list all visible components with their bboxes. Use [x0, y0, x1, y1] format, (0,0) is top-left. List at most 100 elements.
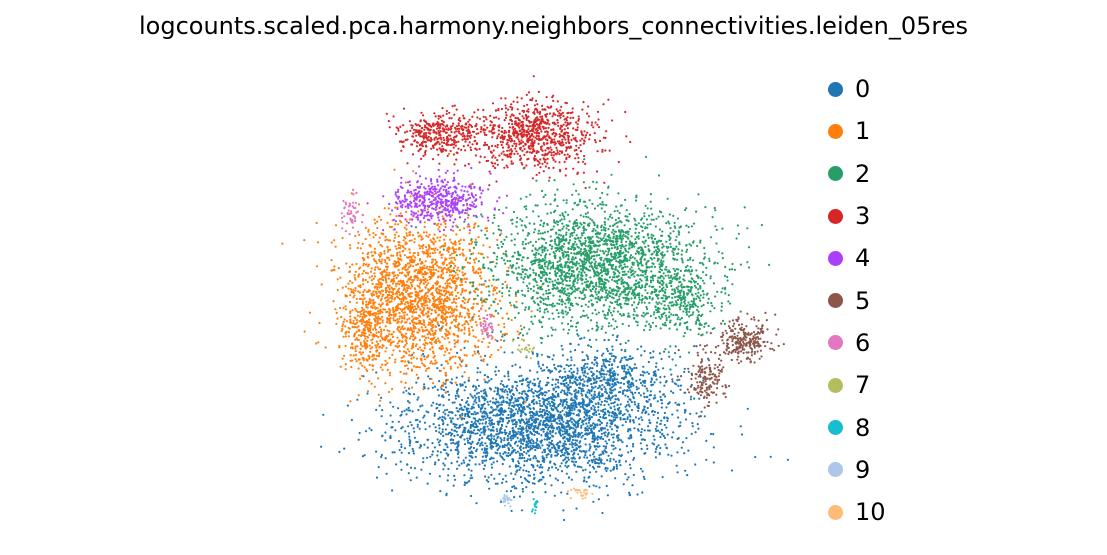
scatter-point	[588, 414, 591, 417]
scatter-point	[532, 400, 535, 403]
scatter-point	[490, 457, 493, 460]
scatter-point	[544, 482, 547, 485]
scatter-point	[635, 388, 639, 391]
scatter-point	[649, 390, 653, 393]
scatter-point	[472, 267, 475, 270]
scatter-point	[414, 344, 417, 348]
scatter-point	[552, 443, 555, 446]
scatter-point	[471, 329, 475, 332]
scatter-point	[614, 382, 617, 385]
scatter-point	[422, 282, 426, 285]
scatter-point	[610, 352, 613, 355]
scatter-point	[353, 294, 356, 297]
scatter-point	[529, 416, 532, 419]
scatter-point	[417, 348, 420, 351]
scatter-point	[397, 268, 400, 272]
scatter-point	[532, 407, 535, 410]
scatter-point	[600, 375, 603, 378]
scatter-point	[584, 394, 588, 397]
scatter-point	[569, 406, 572, 409]
scatter-point	[451, 315, 454, 318]
scatter-point	[539, 463, 542, 466]
scatter-point	[578, 446, 581, 449]
scatter-point	[475, 396, 478, 399]
scatter-point	[447, 297, 450, 300]
scatter-point	[512, 477, 515, 481]
scatter-point	[627, 476, 630, 479]
scatter-point	[653, 438, 656, 441]
scatter-point	[448, 293, 451, 297]
scatter-point	[423, 339, 426, 342]
scatter-point	[683, 452, 686, 455]
scatter-point	[399, 293, 402, 296]
scatter-point	[480, 431, 483, 434]
scatter-point	[568, 392, 571, 395]
scatter-point	[482, 430, 485, 433]
scatter-point	[572, 401, 575, 404]
scatter-point	[599, 423, 602, 426]
scatter-point	[414, 419, 417, 422]
scatter-point	[461, 359, 464, 362]
scatter-point	[562, 459, 565, 462]
scatter-point	[585, 422, 588, 425]
scatter-point	[596, 438, 599, 441]
scatter-point	[501, 417, 504, 420]
scatter-point	[611, 367, 614, 370]
scatter-point	[444, 317, 447, 320]
scatter-point	[371, 346, 374, 349]
scatter-point	[506, 443, 509, 446]
scatter-point	[525, 486, 528, 489]
scatter-point	[369, 347, 372, 350]
scatter-point	[432, 356, 435, 359]
scatter-point	[619, 361, 622, 364]
scatter-point	[458, 414, 462, 417]
scatter-point	[416, 279, 419, 282]
scatter-point	[518, 457, 521, 460]
scatter-point	[459, 293, 463, 296]
scatter-point	[591, 461, 594, 464]
scatter-point	[537, 360, 540, 363]
scatter-point	[471, 441, 474, 444]
scatter-point	[539, 404, 542, 407]
scatter-point	[503, 322, 506, 325]
scatter-point	[404, 332, 408, 335]
scatter-point	[567, 387, 570, 391]
scatter-point	[538, 382, 541, 385]
scatter-point	[407, 409, 410, 412]
scatter-point	[628, 389, 632, 392]
scatter-point	[407, 432, 410, 435]
scatter-point	[363, 289, 366, 292]
scatter-point	[606, 410, 610, 413]
scatter-point	[458, 253, 462, 256]
scatter-point	[605, 400, 609, 403]
scatter-point	[492, 397, 495, 400]
scatter-point	[612, 458, 615, 461]
scatter-point	[478, 439, 481, 442]
scatter-point	[548, 411, 551, 414]
scatter-point	[568, 405, 571, 408]
scatter-point	[422, 307, 425, 310]
scatter-point	[447, 250, 450, 253]
scatter-point	[407, 392, 410, 395]
scatter-point	[303, 239, 306, 242]
scatter-point	[411, 279, 414, 282]
scatter-point	[541, 369, 544, 372]
scatter-point	[616, 434, 619, 437]
scatter-point	[627, 437, 630, 440]
scatter-point	[468, 329, 471, 332]
scatter-point	[397, 258, 400, 261]
scatter-point	[543, 391, 547, 394]
scatter-point	[570, 441, 574, 444]
scatter-point	[563, 442, 566, 445]
scatter-point	[639, 381, 643, 385]
scatter-point	[451, 432, 454, 435]
scatter-point	[398, 330, 401, 333]
scatter-point	[502, 383, 505, 387]
scatter-point	[572, 448, 576, 451]
scatter-point	[385, 346, 388, 350]
scatter-point	[457, 356, 460, 359]
scatter-point	[402, 299, 405, 302]
scatter-point	[511, 409, 514, 412]
scatter-point	[538, 365, 541, 368]
scatter-point	[509, 401, 512, 404]
